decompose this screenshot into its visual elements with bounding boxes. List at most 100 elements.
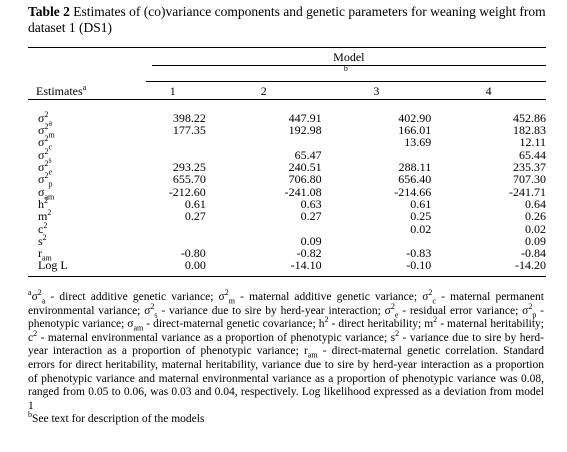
table-cell: 0.25 — [410, 209, 432, 224]
footnote: aσ2a - direct additive genetic variance;… — [28, 288, 544, 413]
footnote-text: - maternal additive genetic variance; — [234, 291, 423, 303]
table-row: m2 0.27 0.27 0.25 0.26 — [28, 209, 546, 224]
symbol: σ2s — [144, 302, 158, 319]
symbol-sub: am — [307, 350, 318, 360]
row-label: c2 — [28, 221, 140, 235]
symbol: σ2a — [38, 109, 52, 126]
symbol: s2 — [38, 232, 47, 248]
row-label: h2 — [28, 195, 140, 210]
footnote-text: - variance due to sire by herd-year inte… — [157, 304, 385, 317]
table-cell: 0.27 — [184, 209, 206, 224]
footnote: bSee text for description of the models — [28, 410, 544, 427]
group-header: Model b — [139, 46, 546, 82]
table-row: σ2p 655.70 706.80 656.40 707.30 — [28, 171, 546, 189]
table: Model b Estimatesa 1 2 3 4 σ2a 398.22 447.91 402… — [28, 46, 546, 277]
symbol-sup: 2 — [44, 159, 49, 169]
symbol-sub: e — [48, 167, 53, 177]
caption-text: Estimates of (co)variance components and… — [28, 4, 546, 35]
symbol-sup: 2 — [324, 315, 329, 325]
table-row: c2 0.02 0.02 — [28, 221, 546, 236]
symbol: σ2a — [32, 289, 46, 305]
table-cell: 402.90 — [398, 110, 432, 125]
table-cell: -241.08 — [284, 184, 322, 199]
table-cell: 0.02 — [525, 221, 546, 236]
symbol-sup: 2 — [44, 195, 48, 205]
symbol-sup: 2 — [44, 122, 49, 132]
symbol-base: c — [28, 331, 34, 344]
table-cell: 0.26 — [525, 209, 546, 224]
symbol-base: Log L — [38, 258, 68, 273]
symbol: m2 — [38, 209, 51, 223]
symbol-base: σ — [127, 318, 134, 331]
symbol-base: σ — [38, 160, 45, 175]
symbol: σ2e — [385, 302, 399, 319]
symbol-sup: 2 — [47, 208, 52, 218]
symbol: σ2m — [219, 289, 235, 306]
symbol: h2 — [318, 315, 329, 331]
table-row: s2 0.09 0.09 — [28, 232, 546, 248]
symbol-sub: e — [394, 309, 399, 319]
symbol-sup: 2 — [44, 171, 49, 181]
symbol-sub: p — [48, 179, 53, 189]
table-cell: 166.01 — [398, 123, 432, 138]
table-cell: -14.20 — [431, 259, 546, 277]
table-caption: Table 2 Estimates of (co)variance compon… — [28, 4, 558, 36]
table-cell: 0.09 — [300, 233, 322, 248]
caption-label: Table 2 — [28, 4, 70, 19]
row-header: Estimatesa — [28, 81, 140, 100]
footnote-text: - direct heritability; — [328, 318, 425, 331]
table-cell: 0.27 — [300, 209, 322, 224]
table-cell: 235.37 — [513, 160, 546, 175]
table-cell: 0.61 — [410, 196, 432, 211]
row-label: σ2m — [28, 122, 140, 139]
table-row: σ2a 398.22 447.91 402.90 452.86 — [28, 99, 546, 126]
empty-cell — [206, 136, 322, 148]
symbol-base: m — [38, 209, 48, 224]
footnote-text: - direct-maternal genetic covariance; — [143, 318, 319, 331]
footnote-text: - residual error variance; — [398, 304, 523, 317]
symbol-sub: m — [48, 130, 55, 140]
footnote-marker: b — [28, 410, 32, 420]
group-header-text: Model — [151, 51, 546, 67]
table-cell: 447.91 — [288, 110, 322, 125]
footnote-text: - direct-maternal genetic correlation. S… — [28, 345, 544, 412]
symbol-sub: s — [154, 309, 158, 319]
table-cell: 293.25 — [172, 160, 206, 175]
symbol-sup: 2 — [42, 232, 47, 242]
symbol-sup: 2 — [428, 288, 433, 298]
table-row: σ2s 65.47 65.44 — [28, 147, 546, 165]
table-row: σ2e 293.25 240.51 288.11 235.37 — [28, 159, 546, 177]
symbol-base: σ — [522, 304, 529, 317]
symbol: σ2p — [38, 171, 53, 189]
table-row: σ2m 177.35 192.98 166.01 182.83 — [28, 122, 546, 139]
symbol-sup: 2 — [33, 328, 38, 338]
footnote-marker: a — [28, 288, 32, 298]
table-cell: -241.71 — [509, 184, 546, 199]
symbol-base: σ — [38, 184, 45, 199]
symbol-sub: am — [42, 253, 52, 263]
table-cell: 0.63 — [300, 196, 322, 211]
table-cell: 192.98 — [288, 123, 322, 138]
symbol-base: σ — [38, 110, 45, 125]
symbol-sub: m — [228, 296, 235, 306]
table-cell: 240.51 — [288, 160, 322, 175]
table-cell: 0.61 — [184, 196, 206, 211]
row-label: σ2p — [28, 171, 140, 189]
footnote-text: - phenotypic variance; — [28, 304, 544, 331]
symbol-base: σ — [38, 147, 45, 162]
symbol-sub: s — [48, 155, 52, 165]
table-cell: 0.64 — [525, 196, 546, 211]
table-cell: -214.66 — [394, 184, 432, 199]
table-cell: 65.44 — [519, 147, 546, 162]
table-cell: 656.40 — [398, 172, 432, 187]
symbol-sup: 2 — [44, 109, 49, 119]
symbol-sub: am — [44, 192, 55, 202]
symbol-sub: c — [48, 142, 53, 152]
footnote-marker: b — [343, 64, 348, 74]
row-label: σam — [28, 184, 140, 202]
symbol-sub: c — [432, 296, 436, 306]
symbol-base: h — [318, 318, 325, 331]
footnote-text: - variance due to sire by herd-year inte… — [28, 331, 544, 358]
table-cell: -212.60 — [168, 184, 206, 199]
